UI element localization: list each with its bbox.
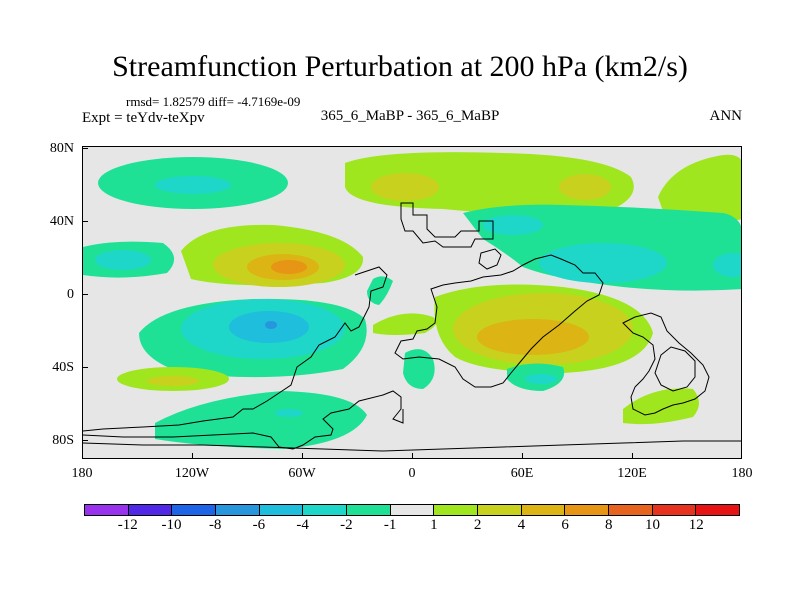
colorbar-label: 6 bbox=[561, 517, 569, 533]
colorbar-swatch bbox=[216, 505, 260, 515]
coastline-asia-islands bbox=[478, 248, 502, 270]
colorbar-label: -2 bbox=[340, 517, 353, 533]
colorbar-label: -1 bbox=[383, 517, 397, 533]
colorbar-label: 12 bbox=[688, 517, 704, 533]
y-tick-40n bbox=[82, 221, 88, 222]
colorbar-swatch bbox=[565, 505, 610, 515]
colorbar-swatch bbox=[85, 505, 129, 515]
colorbar-label: -8 bbox=[208, 517, 222, 533]
y-tick-80n bbox=[82, 148, 88, 149]
coastline-africa bbox=[394, 254, 604, 388]
contour-high-20s bbox=[434, 284, 653, 373]
y-label-0: 0 bbox=[67, 287, 74, 302]
coastline-europe bbox=[400, 202, 494, 248]
colorbar-swatch bbox=[652, 505, 697, 515]
x-tick-60e bbox=[522, 453, 523, 459]
map-panel bbox=[82, 146, 742, 459]
season-label: ANN bbox=[709, 108, 743, 124]
contour-north-pacific bbox=[98, 157, 288, 209]
y-label-40s: 40S bbox=[52, 360, 74, 375]
coastlines bbox=[83, 202, 741, 452]
colorbar-label: 1 bbox=[430, 517, 438, 533]
chart-title: Streamfunction Perturbation at 200 hPa (… bbox=[112, 50, 688, 83]
coastline-south-america bbox=[83, 390, 404, 450]
x-label-180e: 180 bbox=[731, 466, 753, 481]
coastline-north-america-edge bbox=[83, 266, 388, 432]
contour-southern-ocean-low bbox=[155, 391, 367, 449]
case-label: 365_6_MaBP - 365_6_MaBP bbox=[320, 108, 500, 124]
x-label-60w: 60W bbox=[288, 466, 316, 481]
colorbar-label: 2 bbox=[473, 517, 482, 533]
colorbar bbox=[84, 504, 740, 516]
experiment-label: Expt = teYdv-teXpv bbox=[82, 110, 205, 126]
y-tick-40s bbox=[82, 367, 88, 368]
colorbar-label: -12 bbox=[117, 517, 138, 533]
x-label-0: 0 bbox=[408, 466, 416, 481]
colorbar-swatch bbox=[696, 505, 740, 515]
x-label-120w: 120W bbox=[174, 466, 210, 481]
colorbar-swatch bbox=[434, 505, 479, 515]
colorbar-swatch bbox=[609, 505, 653, 515]
contour-north-atlantic-eurasia bbox=[345, 152, 634, 215]
y-label-40n: 40N bbox=[49, 214, 74, 229]
colorbar-swatch bbox=[303, 505, 348, 515]
colorbar-label: 4 bbox=[517, 517, 526, 533]
colorbar-swatch bbox=[521, 505, 566, 515]
x-label-180w: 180 bbox=[71, 466, 93, 481]
y-tick-0 bbox=[82, 294, 88, 295]
coastline-maritime bbox=[622, 312, 710, 416]
coastline-antarctica bbox=[83, 440, 741, 452]
x-label-120e: 120E bbox=[617, 466, 647, 481]
y-tick-80s bbox=[82, 440, 88, 441]
contour-south-pacific-high bbox=[117, 367, 229, 391]
y-label-80n: 80N bbox=[49, 141, 74, 156]
x-tick-120e bbox=[632, 453, 633, 459]
streamfunction-contours bbox=[83, 147, 741, 458]
colorbar-label: 10 bbox=[645, 517, 661, 533]
y-label-80s: 80S bbox=[52, 433, 74, 448]
contour-atlantic-tropics bbox=[367, 276, 437, 335]
colorbar-swatch bbox=[172, 505, 217, 515]
contour-indian-ocean-low bbox=[403, 349, 565, 391]
contour-southern-east-high bbox=[623, 388, 699, 425]
x-tick-0 bbox=[412, 453, 413, 459]
colorbar-swatch bbox=[478, 505, 522, 515]
colorbar-label: -4 bbox=[296, 517, 309, 533]
contour-asia-30n bbox=[463, 204, 741, 291]
coastline-australia bbox=[654, 346, 696, 392]
contour-west-40n bbox=[83, 241, 175, 278]
contour-high-20n bbox=[181, 224, 364, 287]
colorbar-label: -10 bbox=[161, 517, 182, 533]
colorbar-label: -6 bbox=[252, 517, 266, 533]
x-label-60e: 60E bbox=[510, 466, 534, 481]
colorbar-swatch bbox=[128, 505, 173, 515]
x-tick-60w bbox=[302, 453, 303, 459]
colorbar-label: 8 bbox=[605, 517, 613, 533]
contour-north-pacific-east bbox=[658, 154, 741, 224]
x-tick-120w bbox=[192, 453, 193, 459]
colorbar-swatch bbox=[259, 505, 304, 515]
stats-label: rmsd= 1.82579 diff= -4.7169e-09 bbox=[126, 94, 301, 109]
colorbar-swatch bbox=[347, 505, 391, 515]
colorbar-swatch bbox=[390, 505, 435, 515]
